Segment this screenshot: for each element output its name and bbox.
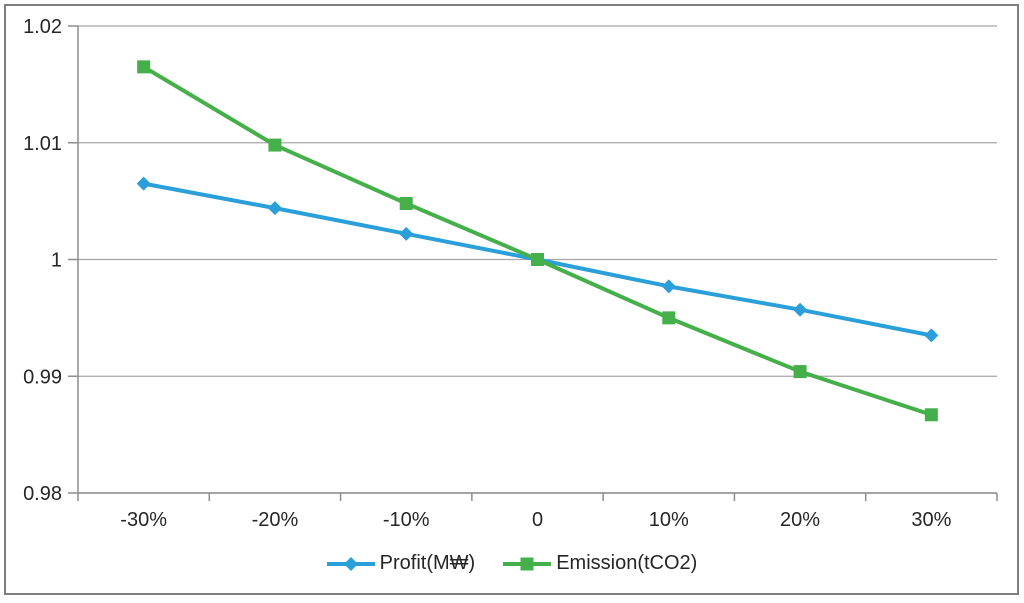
diamond-marker-icon [267, 201, 282, 216]
square-marker-icon [399, 196, 413, 210]
square-marker-icon [924, 408, 938, 422]
x-tick-label: 20% [780, 509, 820, 531]
square-marker-icon [793, 365, 807, 379]
x-tick-label: 30% [911, 509, 951, 531]
x-tick-label: 0 [532, 509, 543, 531]
diamond-marker-icon [661, 279, 676, 294]
legend-label-profit: Profit(M₩) [379, 552, 476, 574]
x-tick-label: 10% [649, 509, 689, 531]
legend-item-profit: Profit(M₩) [326, 552, 476, 575]
square-marker-icon [268, 138, 282, 152]
square-marker-icon [531, 253, 544, 266]
y-tick-label: 1 [51, 250, 62, 272]
diamond-marker-icon [793, 302, 808, 317]
y-tick-label: 1.01 [23, 133, 62, 155]
x-tick-label: -10% [383, 509, 430, 531]
legend-line-diamond-icon [326, 556, 375, 571]
series-line-square [142, 65, 932, 417]
diamond-marker-icon [924, 328, 939, 343]
diamond-marker-icon [399, 226, 414, 241]
diamond-marker-icon [343, 556, 358, 571]
square-marker-icon [137, 60, 151, 74]
y-tick-label: 1.02 [23, 16, 62, 38]
square-marker-icon [520, 557, 534, 570]
square-marker-icon [662, 311, 676, 325]
y-tick-label: 0.98 [23, 483, 62, 505]
legend-label-emission: Emission(tCO2) [556, 552, 698, 574]
legend-item-emission: Emission(tCO2) [503, 552, 697, 575]
x-tick-label: -20% [252, 509, 299, 531]
diamond-marker-icon [136, 176, 151, 191]
legend: Profit(M₩) Emission(tCO2) [0, 552, 1024, 575]
legend-line-square-icon [503, 557, 552, 570]
y-tick-label: 0.99 [23, 366, 62, 388]
x-tick-label: -30% [120, 509, 167, 531]
